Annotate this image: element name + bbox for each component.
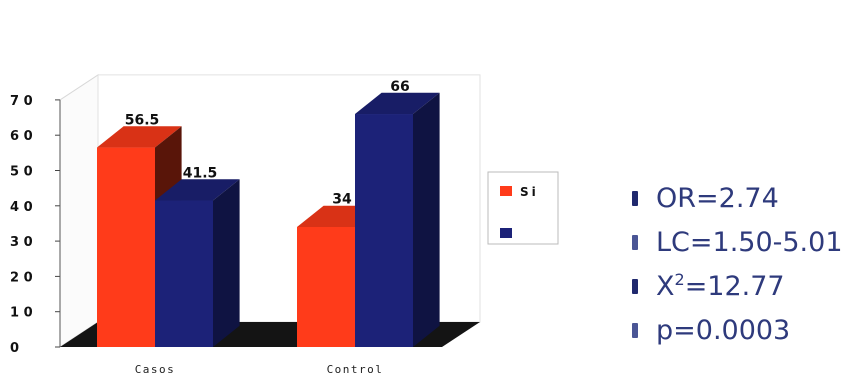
y-axis: 0 1 0 2 0 3 0 4 0 5 0 6 0 7 0 xyxy=(10,94,61,356)
stat-confidence-limits: LC=1.50-5.01 xyxy=(632,220,843,264)
legend-swatch xyxy=(500,186,512,196)
legend: Si xyxy=(487,171,559,245)
stat-confidence-limits-text: LC=1.50-5.01 xyxy=(656,226,843,258)
stat-p-value: p=0.0003 xyxy=(632,308,843,352)
y-tick-label: 4 0 xyxy=(10,200,33,215)
bar-front xyxy=(97,147,155,347)
bar xyxy=(155,179,240,347)
stat-chi-square-text: X2=12.77 xyxy=(656,270,785,302)
bar xyxy=(97,126,182,348)
chi-square-value: =12.77 xyxy=(684,271,785,302)
bar-front xyxy=(297,226,355,347)
bar-top xyxy=(355,92,440,115)
stat-p-value-text: p=0.0003 xyxy=(656,314,791,346)
y-tick-label: 1 0 xyxy=(10,306,33,321)
bullet-icon xyxy=(632,322,638,338)
bar-front xyxy=(155,200,213,347)
y-tick-label: 6 0 xyxy=(10,129,33,144)
legend-label: Si xyxy=(520,185,539,199)
data-label: 34 xyxy=(332,192,352,208)
bullet-icon xyxy=(632,278,638,294)
data-label: 66 xyxy=(390,79,409,95)
chi-square-symbol: X xyxy=(656,271,675,302)
statistics-list: OR=2.74 LC=1.50-5.01 X2=12.77 p=0.0003 xyxy=(632,176,843,352)
x-tick-label: Control xyxy=(327,363,384,376)
y-tick-label: 0 xyxy=(10,341,19,356)
bar-side xyxy=(413,92,440,348)
stat-odds-ratio: OR=2.74 xyxy=(632,176,843,220)
bars xyxy=(97,92,440,348)
stat-chi-square: X2=12.77 xyxy=(632,264,843,308)
data-label: 41.5 xyxy=(183,165,218,181)
data-labels: 56.5 41.5 34 66 xyxy=(125,79,410,208)
bar-top xyxy=(155,179,240,201)
legend-box xyxy=(487,171,559,245)
x-tick-label: Casos xyxy=(135,363,176,376)
bullet-icon xyxy=(632,234,638,250)
bar-top xyxy=(97,126,182,148)
bar xyxy=(355,92,440,348)
legend-swatch xyxy=(500,228,512,238)
y-tick-label: 2 0 xyxy=(10,270,33,285)
y-tick-label: 7 0 xyxy=(10,94,33,109)
side-wall xyxy=(59,73,99,348)
bar-side xyxy=(213,179,240,347)
bullet-icon xyxy=(632,190,638,206)
chi-square-superscript: 2 xyxy=(674,270,685,289)
x-axis: Casos Control xyxy=(135,363,384,376)
data-label: 56.5 xyxy=(125,112,160,128)
stat-odds-ratio-text: OR=2.74 xyxy=(656,182,779,214)
bar-front xyxy=(355,114,413,348)
y-tick-label: 5 0 xyxy=(10,165,33,180)
y-tick-label: 3 0 xyxy=(10,235,33,250)
